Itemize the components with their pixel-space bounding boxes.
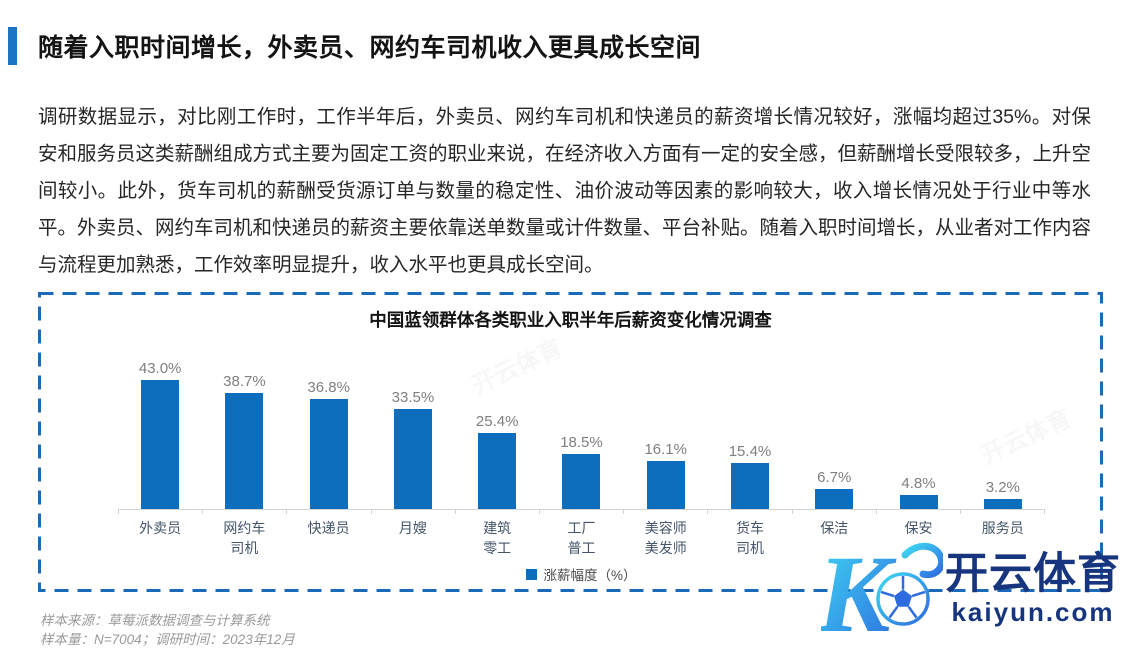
legend-label: 涨薪幅度（%） [543,568,637,583]
body-paragraph: 调研数据显示，对比刚工作时，工作半年后，外卖员、网约车司机和快递员的薪资增长情况… [38,106,1092,276]
bar-column: 4.8% [876,475,960,509]
bar-column: 3.2% [961,479,1045,509]
bar-column: 6.7% [792,469,876,509]
category-label: 保安 [904,520,933,536]
bar [478,432,517,509]
axis-tick [961,510,1046,514]
category-label: 服务员 [981,520,1024,536]
bar-chart: 43.0% 38.7% 36.8% 33.5% 25.4% 18.5% 16.1% 15.4%… [118,341,1046,584]
bar [646,460,685,509]
bar-column: 18.5% [539,433,623,509]
bar-value-label: 3.2% [985,479,1020,497]
bar-value-label: 38.7% [223,372,266,390]
category-label: 工厂 普工 [567,520,596,556]
bar-value-label: 43.0% [138,360,182,377]
axis-tick [877,510,961,514]
bar [983,499,1022,509]
kaiyun-watermark: K 开云体育 kaiyun.com [821,533,1121,645]
axis-tick [203,510,288,514]
axis-tick [708,510,793,514]
bar-value-label: 33.5% [391,388,435,406]
legend: 涨薪幅度（%） [118,564,1045,584]
legend-swatch-icon [526,568,538,580]
axis-tick [540,510,625,514]
axis-tick [287,510,372,514]
category-label: 保洁 [820,520,849,536]
footer: 样本来源：草莓派数据调查与计算系统 样本量：N=7004；调研时间：2023年1… [40,611,295,649]
category-label: 美容师 美发师 [644,520,687,556]
bar-column: 25.4% [455,413,539,509]
bar-column: 43.0% [118,360,202,509]
bar [141,380,180,509]
bars-row: 43.0% 38.7% 36.8% 33.5% 25.4% 18.5% 16.1% 15.4%… [118,341,1045,509]
category-label: 月嫂 [398,520,427,536]
bar-value-label: 36.8% [307,378,350,396]
bar [562,453,601,509]
bar [393,408,432,509]
category-label: 建筑 零工 [483,520,512,556]
category-label: 外卖员 [139,520,182,536]
brand-domain: kaiyun.com [951,597,1115,627]
chart-panel: 开云体育 开云体育 中国蓝领群体各类职业入职半年后薪资变化情况调查 43.0% 3… [38,292,1103,592]
bar [309,398,348,509]
page-title: 随着入职时间增长，外卖员、网约车司机收入更具成长空间 [38,34,702,62]
bar [730,462,769,509]
category-label: 网约车 司机 [223,520,266,556]
bar-column: 15.4% [708,443,792,509]
axis-tick [793,510,877,514]
footer-source: 样本来源：草莓派数据调查与计算系统 [40,613,270,628]
bar [225,392,264,509]
brand-name: 开云体育 [945,550,1121,598]
bar-column: 33.5% [371,388,455,509]
axis-tick [456,510,540,514]
category-label: 货车 司机 [735,520,764,556]
axis-tick [372,510,456,514]
kaiyun-logo-icon: K [821,533,943,645]
bar-value-label: 25.4% [475,412,519,430]
bar-value-label: 16.1% [644,440,687,458]
bar-column: 38.7% [202,373,286,509]
bar-value-label: 6.7% [817,468,852,486]
x-axis [118,509,1046,514]
chart-title: 中国蓝领群体各类职业入职半年后薪资变化情况调查 [369,310,772,330]
bar-column: 16.1% [624,441,708,509]
axis-tick [118,510,204,514]
axis-tick [624,510,709,514]
bar-value-label: 15.4% [728,442,772,460]
bar-column: 36.8% [287,379,371,509]
category-label: 快递员 [307,520,350,536]
bar [899,494,938,509]
footer-sample: 样本量：N=7004；调研时间：2023年12月 [40,632,295,647]
bar-value-label: 4.8% [901,474,936,492]
category-row: 外卖员 网约车 司机 快递员 月嫂 建筑 零工 工厂 普工 美容师 美发师 货车 司机 保洁 保安… [118,518,1045,558]
bar [815,488,854,509]
title-accent-bar [8,27,17,65]
bar-value-label: 18.5% [560,433,603,451]
